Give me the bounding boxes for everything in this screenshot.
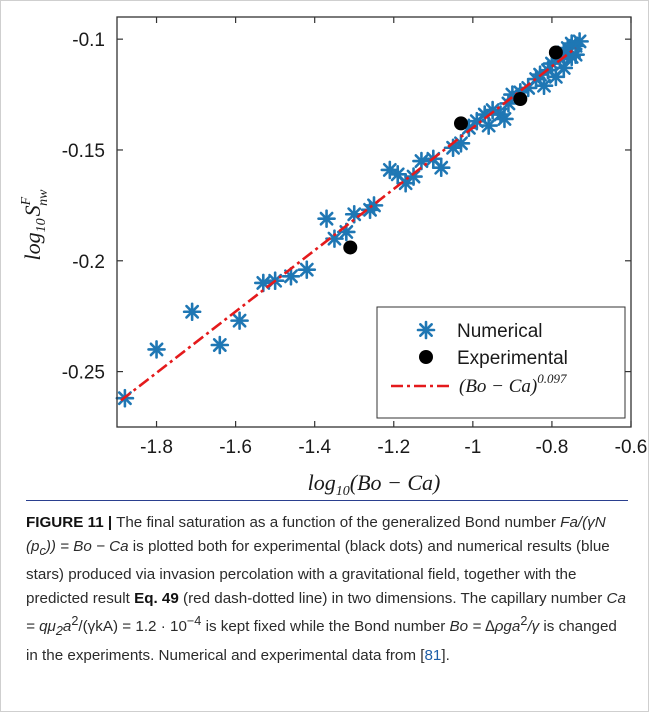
legend: Numerical Experimental (Bo − Ca)0.097 <box>376 306 626 419</box>
numerical-point <box>281 266 301 286</box>
axis-ticks: -1.8 -1.6 -1.4 -1.2 -1 -0.8 -0.6 -0.25 -0.2 -0.15… <box>62 17 648 458</box>
numerical-point <box>210 335 230 355</box>
x-tick-label: -1.8 <box>140 437 173 458</box>
numerical-point <box>297 260 317 279</box>
y-tick-label: -0.1 <box>72 30 105 51</box>
numerical-point <box>546 67 566 87</box>
numerical-point <box>325 229 344 248</box>
plot-area-frame <box>116 16 632 428</box>
y-tick-label: -0.2 <box>72 252 105 273</box>
legend-experimental-marker <box>419 350 433 364</box>
citation-link[interactable]: 81 <box>424 646 442 664</box>
numerical-point <box>479 116 498 135</box>
chart-markers <box>115 32 589 408</box>
caption-label: FIGURE 11 | <box>26 514 113 531</box>
x-tick-label: -1.6 <box>219 437 252 458</box>
legend-numerical-label: Numerical <box>457 321 543 342</box>
legend-numerical-marker <box>416 320 436 340</box>
legend-star-icon <box>416 320 436 340</box>
experimental-point <box>453 116 468 131</box>
experimental-point <box>343 240 358 255</box>
numerical-point <box>451 134 471 153</box>
experimental-point <box>513 92 528 106</box>
y-tick-label: -0.15 <box>62 141 105 162</box>
legend-box <box>376 306 626 419</box>
y-tick-label: -0.25 <box>62 363 105 384</box>
numerical-point <box>253 273 273 293</box>
legend-experimental-label: Experimental <box>457 348 568 369</box>
legend-fit-label: (Bo − Ca)0.097 <box>459 371 567 397</box>
numerical-point <box>230 311 249 330</box>
numerical-point <box>412 151 431 171</box>
numerical-point <box>182 302 202 322</box>
numerical-point <box>431 158 451 178</box>
equation-reference-link[interactable]: Eq. 49 <box>134 589 179 607</box>
figure-caption: FIGURE 11 | The final saturation as a fu… <box>26 500 628 667</box>
x-tick-label: -0.8 <box>536 437 569 458</box>
numerical-point <box>534 76 554 96</box>
x-axis-label: log10(Bo − Ca) <box>308 470 441 499</box>
numerical-point <box>404 167 423 186</box>
y-axis-label: log10SF nw <box>19 189 51 261</box>
numerical-point <box>554 58 574 78</box>
caption-equation: Fa/(γN (p <box>26 514 606 555</box>
x-tick-label: -1 <box>464 437 481 458</box>
fit-line <box>120 46 577 402</box>
x-tick-label: -1.2 <box>377 437 410 458</box>
scatter-chart: -1.8 -1.6 -1.4 -1.2 -1 -0.8 -0.6 -0.25 -0.2 -0.15… <box>19 16 648 499</box>
numerical-point <box>317 209 336 228</box>
x-tick-label: -0.6 <box>615 437 648 458</box>
numerical-point <box>495 109 514 129</box>
x-tick-label: -1.4 <box>298 437 331 458</box>
numerical-point <box>147 340 166 359</box>
experimental-point <box>548 45 563 60</box>
numerical-point <box>570 32 589 51</box>
